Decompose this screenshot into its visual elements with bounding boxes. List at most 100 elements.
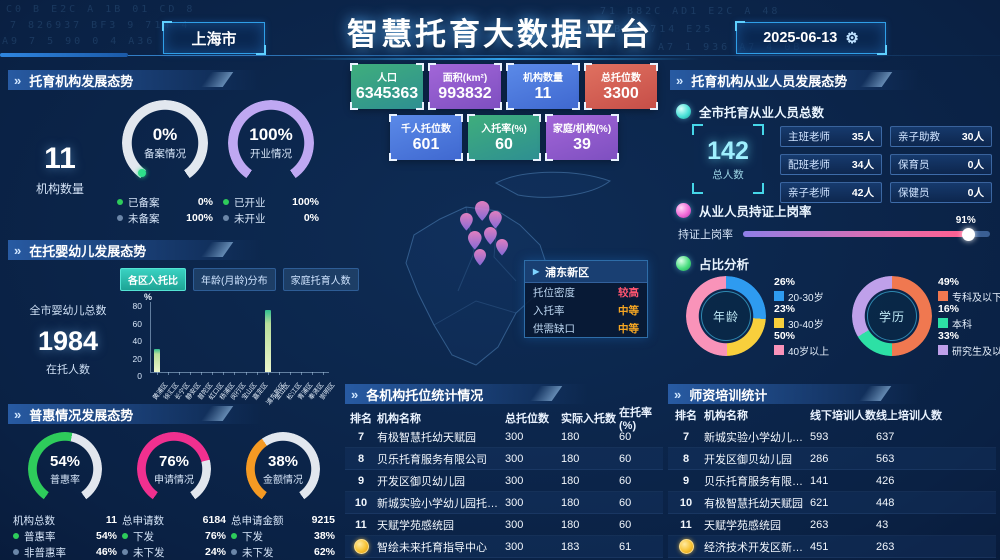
education-donut-chart: 学历	[852, 276, 932, 356]
cell-value: 300	[505, 518, 524, 531]
cert-section-head: 从业人员持证上岗率	[676, 201, 812, 220]
tab-家庭托育人数[interactable]: 家庭托育人数	[282, 268, 359, 291]
cell-value: 637	[876, 430, 895, 443]
tab-年龄(月龄)分布[interactable]: 年龄(月龄)分布	[193, 268, 276, 291]
legend-item: 未开业 0%	[223, 210, 319, 226]
map-svg	[405, 171, 612, 366]
staff-role-item: 保育员 0人	[890, 154, 992, 175]
cell-value: 300	[505, 496, 524, 509]
stat-card-label: 面积(km²)	[442, 73, 488, 84]
panel-title: » 托育机构发展态势	[8, 70, 333, 90]
gauge-chart: 76% 申请情况	[137, 432, 211, 506]
header-divider	[300, 58, 700, 60]
cell-value: 43	[876, 518, 889, 531]
stat-card-value: 601	[412, 136, 440, 153]
institution-count-label: 机构数量	[35, 182, 84, 196]
legend-item: 已备案 0%	[117, 194, 213, 210]
infants-tabs: 各区入托比 年龄(月龄)分布 家庭托育人数	[120, 268, 359, 291]
legend-swatch-icon	[938, 291, 948, 301]
gauge-group: 76% 申请情况 总申请数 6184 下发 76% 未下发 24%	[121, 432, 227, 560]
cell-value: 180	[561, 518, 580, 531]
gauge-chart: 38% 金额情况	[246, 432, 320, 506]
stat-card-value: 993832	[438, 85, 492, 102]
stat-card: 面积(km²) 993832	[428, 63, 502, 110]
org-name: 贝乐托育服务有限公司	[377, 453, 487, 466]
bar	[153, 349, 160, 372]
stat-card: 机构数量 11	[506, 63, 580, 110]
stat-card-value: 3300	[603, 85, 639, 102]
stat-card-label: 千人托位数	[401, 124, 451, 135]
corner-bracket	[572, 102, 580, 110]
y-tick-label: 60	[132, 318, 142, 329]
legend-percent: 33%	[938, 330, 960, 342]
district-ratio-bar-chart: % 0 20 40 60 80 黄浦区 徐汇区 长宁区 静安区 普陀区 虹口区 杨浦区 闵行区 宝山区嘉…	[124, 292, 337, 407]
corner-bracket	[350, 102, 358, 110]
gear-icon[interactable]: ⚙	[845, 30, 859, 47]
date-picker[interactable]: 2025-06-13 ⚙	[735, 21, 887, 55]
staff-total-label: 总人数	[712, 168, 744, 181]
table-row: 10新城实验小学幼儿园托育中心30018060	[345, 492, 663, 514]
corner-bracket	[455, 114, 463, 122]
age-donut-chart: 年龄	[686, 276, 766, 356]
corner-bracket	[467, 153, 475, 161]
y-tick-label: 0	[137, 371, 142, 381]
legend-item: 已开业 100%	[223, 194, 319, 210]
cell-value: 300	[505, 474, 524, 487]
corner-bracket	[611, 153, 619, 161]
gauge-chart: 54% 普惠率	[28, 432, 102, 506]
donut-center-label: 学历	[867, 291, 917, 341]
table-row: 10 有极智慧托幼天赋园 621 448	[668, 492, 996, 514]
legend-item: 未下发 62%	[231, 544, 335, 560]
cert-progress-knob[interactable]	[961, 227, 975, 241]
sphere-icon	[676, 256, 691, 271]
map-pin-icon[interactable]	[460, 201, 508, 266]
stat-card-label: 人口	[377, 73, 397, 84]
panel-title: » 师资培训统计	[668, 384, 989, 404]
cell-value: 563	[876, 452, 895, 465]
staff-total-box: 142 总人数	[692, 124, 764, 194]
tab-各区入托比[interactable]: 各区入托比	[120, 268, 186, 291]
legend-percent: 23%	[774, 303, 796, 315]
panel-inclusive-trend: » 普惠情况发展态势 54% 普惠率 机构总数 11 普惠率 54% 非普惠率 46% 76% 申…	[8, 404, 340, 559]
org-name: 智绘未来托育指导中心	[377, 541, 487, 554]
legend-item: 下发 38%	[231, 528, 335, 544]
corner-bracket	[416, 102, 424, 110]
cell-value: 60	[619, 496, 632, 509]
staff-total-value: 142	[707, 136, 749, 165]
corner-bracket	[533, 114, 541, 122]
legend-swatch-icon	[938, 318, 948, 328]
date-value: 2025-06-13	[763, 30, 838, 46]
cell-value: 60	[619, 430, 632, 443]
corner-bracket	[584, 102, 592, 110]
corner-bracket	[467, 114, 475, 122]
double-chevron-icon: »	[14, 242, 22, 258]
legend-item: 20-30岁	[774, 289, 852, 304]
stat-card: 家庭/机构(%) 39	[545, 114, 619, 161]
stat-card-value: 60	[495, 136, 513, 153]
medal-icon	[353, 539, 369, 554]
corner-bracket	[611, 114, 619, 122]
y-tick-label: 20	[132, 353, 142, 364]
legend-swatch-icon	[774, 291, 784, 301]
staff-roles-grid: 主班老师 35人 亲子助教 30人 配班老师 34人 保育员 0人 亲子老师 42人 保健员 0人	[780, 126, 992, 203]
stat-card-label: 入托率(%)	[481, 124, 527, 135]
legend-item: 下发 76%	[122, 528, 226, 544]
org-name: 贝乐托育服务有限公司	[704, 475, 810, 488]
tooltip-row: 入托率 中等	[533, 304, 639, 317]
staff-role-item: 亲子助教 30人	[890, 126, 992, 147]
header-divider	[0, 53, 128, 57]
panel-title: » 托育机构从业人员发展态势	[670, 70, 989, 90]
legend-percent: 50%	[774, 330, 796, 342]
table-row: 智绘未来托育指导中心 300 183 61	[345, 536, 663, 558]
city-selector[interactable]: 上海市	[162, 21, 266, 55]
org-name: 天赋学苑感统园	[704, 519, 781, 532]
staff-role-item: 配班老师 34人	[780, 154, 882, 175]
legend-swatch-icon	[774, 345, 784, 355]
panel-title: » 各机构托位统计情况	[345, 384, 657, 404]
column-header: 线上培训人数	[876, 410, 942, 422]
cell-value: 426	[876, 474, 895, 487]
table-body[interactable]: 7 有极智慧托幼天赋园 300 180 60 8 贝乐托育服务有限公司 300 180 60 9 开发…	[345, 426, 663, 558]
cert-progress-bar[interactable]: 91%	[743, 215, 990, 241]
table-body[interactable]: 7新城实验小学幼儿园托...5936378开发区御贝幼儿园2865639贝乐托育…	[668, 426, 996, 558]
cell-value: 286	[810, 452, 829, 465]
